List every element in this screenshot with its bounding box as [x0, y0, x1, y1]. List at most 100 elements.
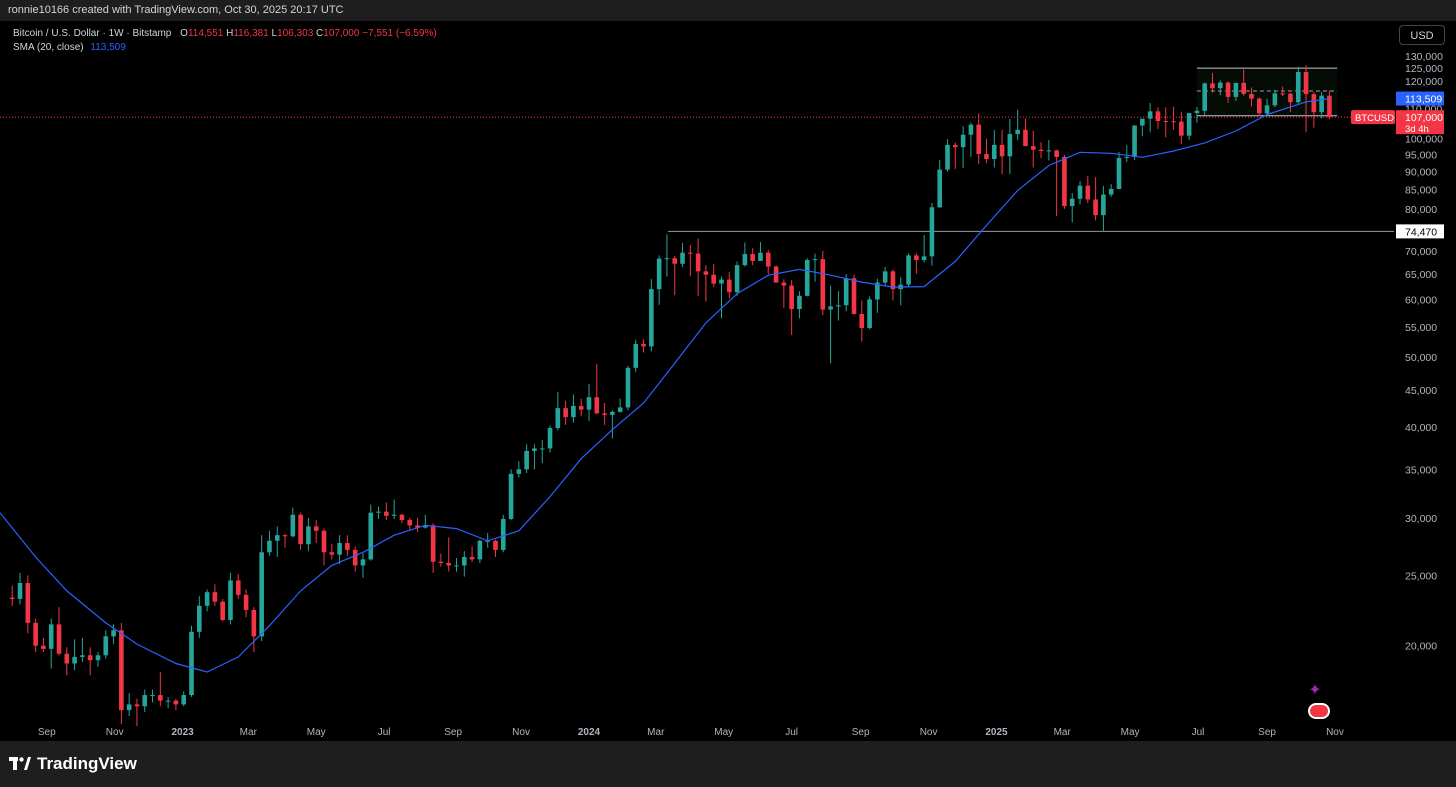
candle-body — [1140, 118, 1145, 126]
candle — [968, 122, 974, 157]
time-tick-label: Mar — [647, 727, 665, 738]
candle-body — [890, 271, 896, 290]
candle-body — [251, 609, 257, 637]
candle — [235, 574, 241, 599]
candle-body — [945, 144, 950, 170]
candle — [17, 572, 23, 605]
candle-body — [368, 512, 374, 560]
candle-body — [173, 700, 179, 705]
price-tick-label: 125,000 — [1405, 63, 1443, 75]
candle — [563, 400, 568, 425]
candle-body — [228, 580, 233, 620]
time-tick-label: Jul — [785, 727, 798, 738]
price-chart[interactable]: 20,000 25,000 30,000 35,000 40,000 45,000 50,0… — [0, 21, 1456, 741]
candle-body — [235, 580, 241, 595]
support-price-label: 74,470 — [1405, 226, 1437, 238]
brand-name: TradingView — [37, 754, 137, 773]
candle-body — [1186, 113, 1192, 136]
candle — [1249, 87, 1254, 107]
candle — [438, 553, 444, 567]
legend-high-label: H — [226, 28, 234, 39]
candle-body — [1116, 157, 1122, 189]
candle — [789, 280, 794, 336]
candle-body — [423, 525, 428, 528]
sma-price-label: 113,509 — [1405, 94, 1442, 106]
sparkle-icon[interactable]: ✦ — [1308, 682, 1322, 699]
legend-symbol[interactable]: Bitcoin / U.S. Dollar · 1W · Bitstamp — [13, 28, 172, 39]
candle — [1015, 109, 1020, 141]
candle-body — [56, 624, 62, 654]
candle-body — [1264, 105, 1270, 114]
candle — [1132, 125, 1137, 161]
candle-body — [500, 518, 506, 550]
candle-body — [703, 271, 709, 275]
last-price-tag — [1396, 110, 1444, 135]
candle-body — [274, 535, 280, 541]
candle-body — [617, 407, 623, 412]
candle — [321, 528, 327, 566]
symbol-tag-label: BTCUSD — [1355, 113, 1394, 124]
candle-body — [1069, 198, 1075, 207]
candle — [126, 693, 132, 716]
candle-body — [999, 144, 1005, 157]
legend-low-value: 106,303 — [277, 28, 314, 39]
candle — [945, 139, 950, 172]
candle — [1295, 66, 1301, 104]
candle-body — [641, 343, 646, 347]
candle — [1046, 140, 1052, 161]
legend-close-label: C — [316, 28, 324, 39]
candle — [1303, 65, 1309, 133]
candle — [765, 249, 771, 275]
candle — [95, 652, 101, 667]
candle — [1272, 89, 1278, 108]
candle-body — [867, 299, 872, 329]
candle-body — [555, 408, 561, 429]
price-tick-label: 50,000 — [1405, 352, 1437, 364]
candle-body — [126, 704, 132, 711]
candle — [368, 504, 374, 561]
chart-area[interactable]: 20,000 25,000 30,000 35,000 40,000 45,000 50,0… — [0, 21, 1456, 741]
candle — [134, 698, 140, 727]
time-tick-label: Jul — [378, 727, 391, 738]
candle-body — [313, 526, 319, 531]
candle — [446, 537, 452, 572]
candle — [298, 512, 303, 550]
candle-body — [1062, 156, 1067, 207]
candle — [742, 242, 748, 267]
candle-body — [984, 153, 989, 159]
candle — [984, 138, 989, 164]
candle-body — [711, 274, 717, 284]
candle-body — [197, 605, 202, 632]
candle-body — [781, 282, 787, 286]
candle — [812, 253, 818, 282]
candle — [1171, 106, 1176, 130]
legend-high-value: 116,381 — [233, 28, 269, 39]
candle-body — [1093, 199, 1098, 216]
candle — [703, 265, 709, 302]
candle-body — [399, 514, 405, 521]
candle-body — [415, 525, 420, 528]
time-tick-label: May — [1121, 727, 1140, 738]
candle-body — [337, 543, 342, 555]
candle-body — [836, 305, 841, 307]
time-tick-label: Sep — [444, 727, 462, 738]
candle — [695, 238, 701, 296]
candle — [1054, 149, 1059, 216]
candle-body — [430, 525, 436, 562]
candle-body — [1077, 185, 1083, 199]
candle — [1116, 152, 1122, 190]
candle — [352, 546, 358, 572]
candle-body — [134, 704, 140, 707]
candle-body — [539, 448, 545, 450]
candle-body — [906, 255, 911, 285]
support-price-tag — [1396, 224, 1444, 239]
candle-body — [773, 266, 779, 283]
candle — [33, 618, 38, 653]
candle-body — [750, 254, 755, 261]
candle — [1093, 176, 1098, 221]
candle — [633, 339, 639, 372]
flag-icon[interactable] — [1308, 703, 1330, 719]
candle — [524, 444, 529, 473]
currency-button[interactable]: USD — [1399, 25, 1445, 45]
legend-sma-label[interactable]: SMA (20, close) — [13, 42, 84, 53]
